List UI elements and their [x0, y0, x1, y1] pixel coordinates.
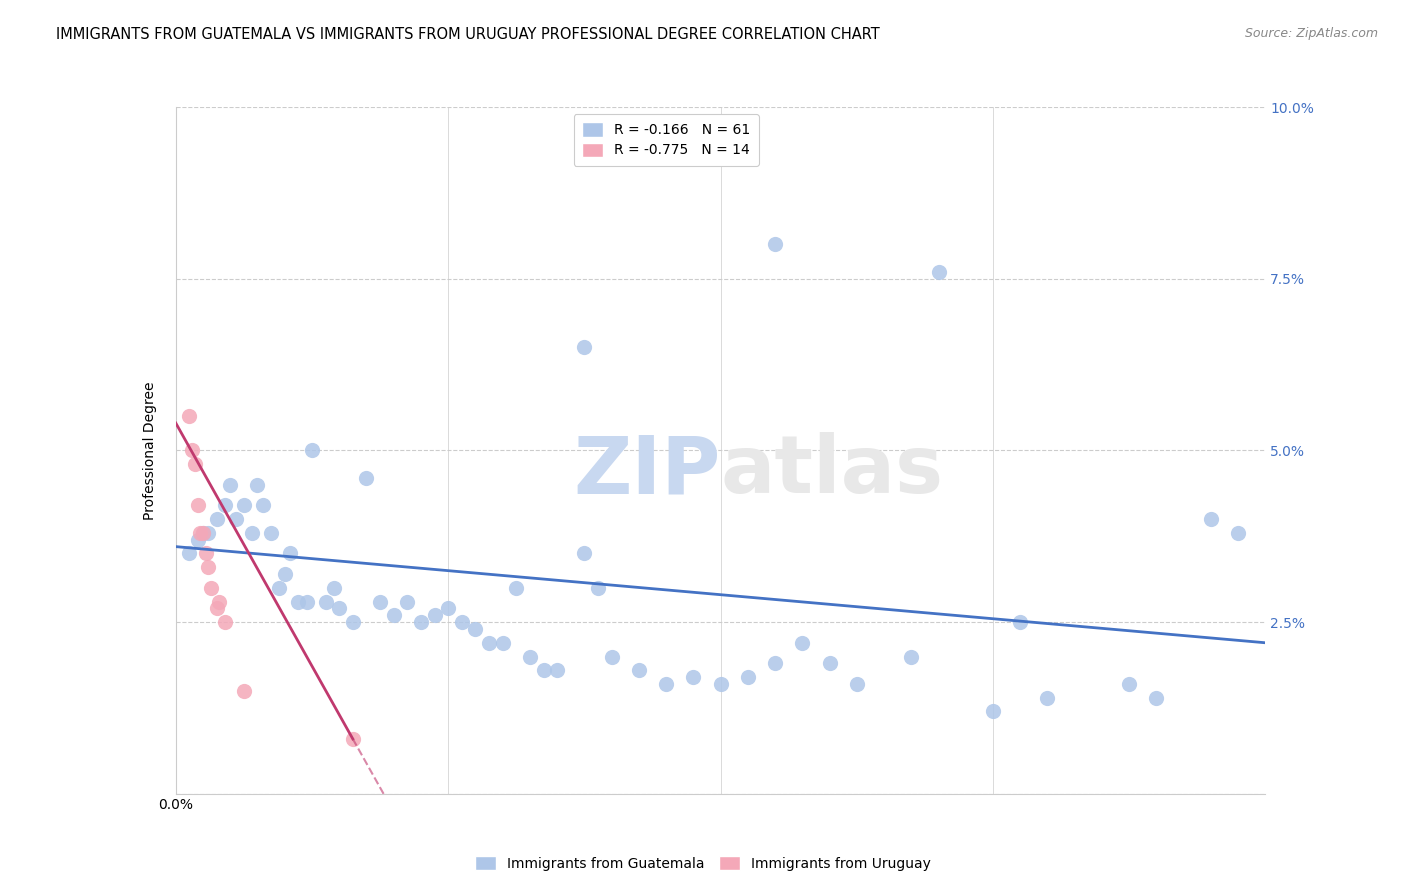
- Point: [900, 649, 922, 664]
- Point: [981, 705, 1004, 719]
- Point: [792, 636, 814, 650]
- Point: [188, 525, 211, 540]
- Point: [409, 615, 432, 630]
- Point: [240, 525, 263, 540]
- Point: [928, 265, 950, 279]
- Text: atlas: atlas: [721, 432, 943, 510]
- Point: [232, 683, 254, 698]
- Point: [205, 601, 228, 615]
- Point: [845, 677, 868, 691]
- Point: [627, 663, 650, 677]
- Point: [269, 581, 291, 595]
- Point: [194, 546, 217, 561]
- Point: [197, 525, 219, 540]
- Point: [368, 594, 391, 608]
- Point: [464, 622, 486, 636]
- Point: [450, 615, 472, 630]
- Point: [181, 443, 204, 458]
- Point: [655, 677, 678, 691]
- Point: [208, 594, 231, 608]
- Point: [737, 670, 759, 684]
- Point: [274, 567, 297, 582]
- Point: [519, 649, 541, 664]
- Point: [1118, 677, 1140, 691]
- Point: [1227, 525, 1250, 540]
- Point: [1199, 512, 1222, 526]
- Point: [505, 581, 527, 595]
- Point: [328, 601, 350, 615]
- Point: [533, 663, 555, 677]
- Point: [214, 615, 236, 630]
- Point: [295, 594, 318, 608]
- Point: [179, 409, 201, 423]
- Point: [322, 581, 344, 595]
- Point: [260, 525, 283, 540]
- Point: [710, 677, 733, 691]
- Legend: Immigrants from Guatemala, Immigrants from Uruguay: Immigrants from Guatemala, Immigrants fr…: [470, 850, 936, 876]
- Point: [246, 478, 269, 492]
- Point: [197, 560, 219, 574]
- Point: [423, 608, 446, 623]
- Text: Source: ZipAtlas.com: Source: ZipAtlas.com: [1244, 27, 1378, 40]
- Point: [356, 471, 378, 485]
- Point: [184, 457, 207, 471]
- Point: [252, 499, 274, 513]
- Text: IMMIGRANTS FROM GUATEMALA VS IMMIGRANTS FROM URUGUAY PROFESSIONAL DEGREE CORRELA: IMMIGRANTS FROM GUATEMALA VS IMMIGRANTS …: [56, 27, 880, 42]
- Point: [586, 581, 609, 595]
- Point: [179, 546, 201, 561]
- Point: [1036, 690, 1059, 705]
- Point: [763, 657, 786, 671]
- Point: [342, 615, 364, 630]
- Text: 0.0%: 0.0%: [159, 798, 193, 812]
- Point: [200, 581, 222, 595]
- Point: [382, 608, 405, 623]
- Point: [315, 594, 337, 608]
- Point: [682, 670, 704, 684]
- Point: [342, 731, 364, 746]
- Point: [191, 525, 214, 540]
- Point: [600, 649, 623, 664]
- Point: [1144, 690, 1167, 705]
- Point: [1010, 615, 1032, 630]
- Text: ZIP: ZIP: [574, 432, 721, 510]
- Legend: R = -0.166   N = 61, R = -0.775   N = 14: R = -0.166 N = 61, R = -0.775 N = 14: [574, 114, 758, 166]
- Point: [818, 657, 841, 671]
- Point: [574, 546, 596, 561]
- Point: [232, 499, 254, 513]
- Point: [437, 601, 460, 615]
- Point: [186, 499, 209, 513]
- Point: [278, 546, 301, 561]
- Point: [287, 594, 309, 608]
- Point: [301, 443, 323, 458]
- Point: [492, 636, 515, 650]
- Point: [191, 525, 214, 540]
- Y-axis label: Professional Degree: Professional Degree: [143, 381, 157, 520]
- Point: [763, 237, 786, 252]
- Point: [186, 533, 209, 547]
- Point: [478, 636, 501, 650]
- Point: [225, 512, 247, 526]
- Point: [205, 512, 228, 526]
- Point: [219, 478, 242, 492]
- Point: [396, 594, 419, 608]
- Point: [574, 340, 596, 354]
- Point: [546, 663, 568, 677]
- Point: [214, 499, 236, 513]
